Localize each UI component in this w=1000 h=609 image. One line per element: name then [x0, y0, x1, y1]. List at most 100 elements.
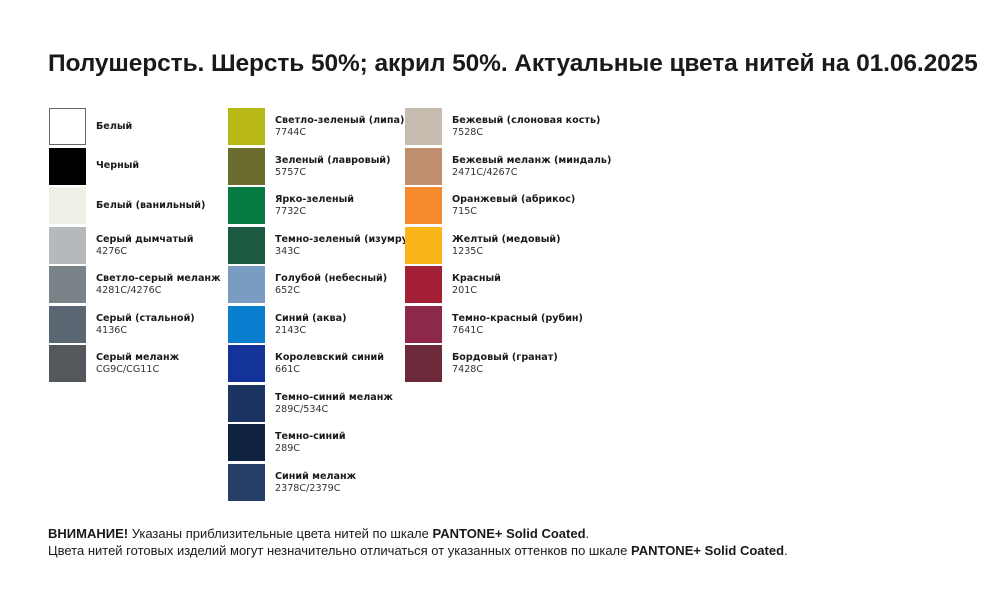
- pantone-code: 289C/534C: [275, 403, 329, 415]
- pantone-code: 7528C: [452, 127, 484, 138]
- color-swatch: [49, 345, 86, 382]
- pantone-code: 7744C: [275, 127, 307, 138]
- color-swatch: [49, 305, 86, 343]
- color-name: Светло-серый меланж: [96, 273, 221, 284]
- color-name: Светло-зеленый (липа): [275, 115, 405, 126]
- pantone-code: 652C: [275, 285, 301, 296]
- notice-warning: ВНИМАНИЕ!: [48, 526, 129, 541]
- pantone-code: 2143C: [275, 324, 307, 336]
- color-swatch: [49, 187, 86, 224]
- color-name: Желтый (медовый): [452, 233, 561, 245]
- color-name: Белый (ванильный): [96, 199, 206, 211]
- pantone-code: 4281C/4276C: [96, 285, 162, 296]
- color-label: Бежевый меланж (миндаль) 2471C/4267C: [452, 148, 611, 185]
- color-label: Черный: [96, 148, 139, 185]
- color-name: Зеленый (лавровый): [275, 154, 391, 166]
- color-name: Серый меланж: [96, 352, 180, 363]
- color-swatch: [228, 424, 265, 461]
- color-label: Темно-синий меланж 289C/534C: [275, 385, 393, 422]
- pantone-code: 1235C: [452, 245, 484, 257]
- pantone-code: 2378C/2379C: [275, 482, 341, 494]
- pantone-code: 343C: [275, 245, 301, 257]
- pantone-code: 7732C: [275, 206, 307, 217]
- color-name: Черный: [96, 160, 140, 171]
- color-swatch: [49, 266, 86, 303]
- color-label: Бежевый (слоновая кость) 7528C: [452, 108, 600, 145]
- color-name: Белый: [96, 120, 133, 132]
- color-name: Красный: [452, 273, 501, 284]
- notice-brand: PANTONE+ Solid Coated: [432, 526, 586, 541]
- color-swatch: [228, 384, 265, 422]
- color-swatch: [405, 345, 442, 382]
- pantone-code: 4276C: [96, 245, 128, 257]
- notice-text: Цвета нитей готовых изделий могут незнач…: [48, 543, 631, 558]
- color-swatch: [228, 345, 265, 382]
- pantone-code: 7641C: [452, 324, 484, 336]
- color-label: Ярко-зеленый 7732C: [275, 187, 354, 224]
- color-label: Оранжевый (абрикос) 715C: [452, 187, 575, 224]
- pantone-code: 289C: [275, 443, 301, 454]
- color-swatch: [228, 463, 265, 501]
- color-label: Белый (ванильный): [96, 187, 205, 224]
- color-swatch: [49, 147, 86, 185]
- color-name: Серый (стальной): [96, 312, 195, 324]
- color-name: Оранжевый (абрикос): [452, 194, 576, 205]
- color-name: Серый дымчатый: [96, 233, 194, 245]
- color-name: Голубой (небесный): [275, 273, 388, 284]
- notice-line-1: ВНИМАНИЕ! Указаны приблизительные цвета …: [48, 526, 589, 541]
- color-label: Светло-серый меланж 4281C/4276C: [96, 266, 221, 303]
- notice-line-2: Цвета нитей готовых изделий могут незнач…: [48, 543, 788, 558]
- color-label: Серый меланж CG9C/CG11C: [96, 345, 179, 382]
- color-swatch: [228, 266, 265, 303]
- color-swatch: [228, 147, 265, 185]
- color-label: Белый: [96, 108, 132, 145]
- color-swatch: [228, 226, 265, 264]
- color-label: Зеленый (лавровый) 5757C: [275, 148, 391, 185]
- color-label: Голубой (небесный) 652C: [275, 266, 387, 303]
- notice-brand: PANTONE+ Solid Coated: [631, 543, 785, 558]
- color-swatch: [405, 187, 442, 224]
- color-swatch: [228, 305, 265, 343]
- pantone-code: 715C: [452, 206, 478, 217]
- color-label: Светло-зеленый (липа) 7744C: [275, 108, 404, 145]
- color-name: Темно-синий: [275, 431, 346, 442]
- color-label: Красный 201C: [452, 266, 501, 303]
- color-swatch: [228, 187, 265, 224]
- color-swatch: [405, 147, 442, 185]
- pantone-code: 2471C/4267C: [452, 166, 518, 178]
- color-swatch: [405, 226, 442, 264]
- color-name: Темно-зеленый (изумруд): [275, 233, 421, 245]
- color-name: Темно-красный (рубин): [452, 312, 583, 324]
- color-name: Темно-синий меланж: [275, 391, 393, 403]
- color-name: Ярко-зеленый: [275, 194, 354, 205]
- pantone-code: 4136C: [96, 324, 128, 336]
- color-name: Бежевый (слоновая кость): [452, 115, 601, 126]
- color-label: Бордовый (гранат) 7428C: [452, 345, 558, 382]
- pantone-code: 201C: [452, 285, 478, 296]
- color-name: Синий (аква): [275, 312, 347, 324]
- color-name: Бежевый меланж (миндаль): [452, 154, 612, 166]
- page-title: Полушерсть. Шерсть 50%; акрил 50%. Актуа…: [48, 50, 978, 77]
- notice-end: .: [784, 543, 788, 558]
- color-swatch: [49, 108, 86, 145]
- color-swatch: [228, 108, 265, 145]
- color-label: Синий меланж 2378C/2379C: [275, 464, 356, 501]
- color-swatch: [405, 305, 442, 343]
- color-label: Желтый (медовый) 1235C: [452, 227, 561, 264]
- color-swatch: [49, 226, 86, 264]
- color-swatch: [405, 108, 442, 145]
- color-name: Бордовый (гранат): [452, 352, 558, 363]
- notice-text: Указаны приблизительные цвета нитей по ш…: [128, 526, 433, 541]
- color-label: Серый дымчатый 4276C: [96, 227, 193, 264]
- pantone-code: 661C: [275, 364, 301, 375]
- color-swatch: [405, 266, 442, 303]
- pantone-code: CG9C/CG11C: [96, 364, 160, 375]
- color-name: Синий меланж: [275, 470, 357, 482]
- color-label: Синий (аква) 2143C: [275, 306, 346, 343]
- color-label: Серый (стальной) 4136C: [96, 306, 195, 343]
- color-label: Темно-синий 289C: [275, 424, 346, 461]
- pantone-code: 7428C: [452, 364, 484, 375]
- color-name: Королевский синий: [275, 352, 384, 363]
- pantone-code: 5757C: [275, 166, 307, 178]
- color-label: Темно-красный (рубин) 7641C: [452, 306, 583, 343]
